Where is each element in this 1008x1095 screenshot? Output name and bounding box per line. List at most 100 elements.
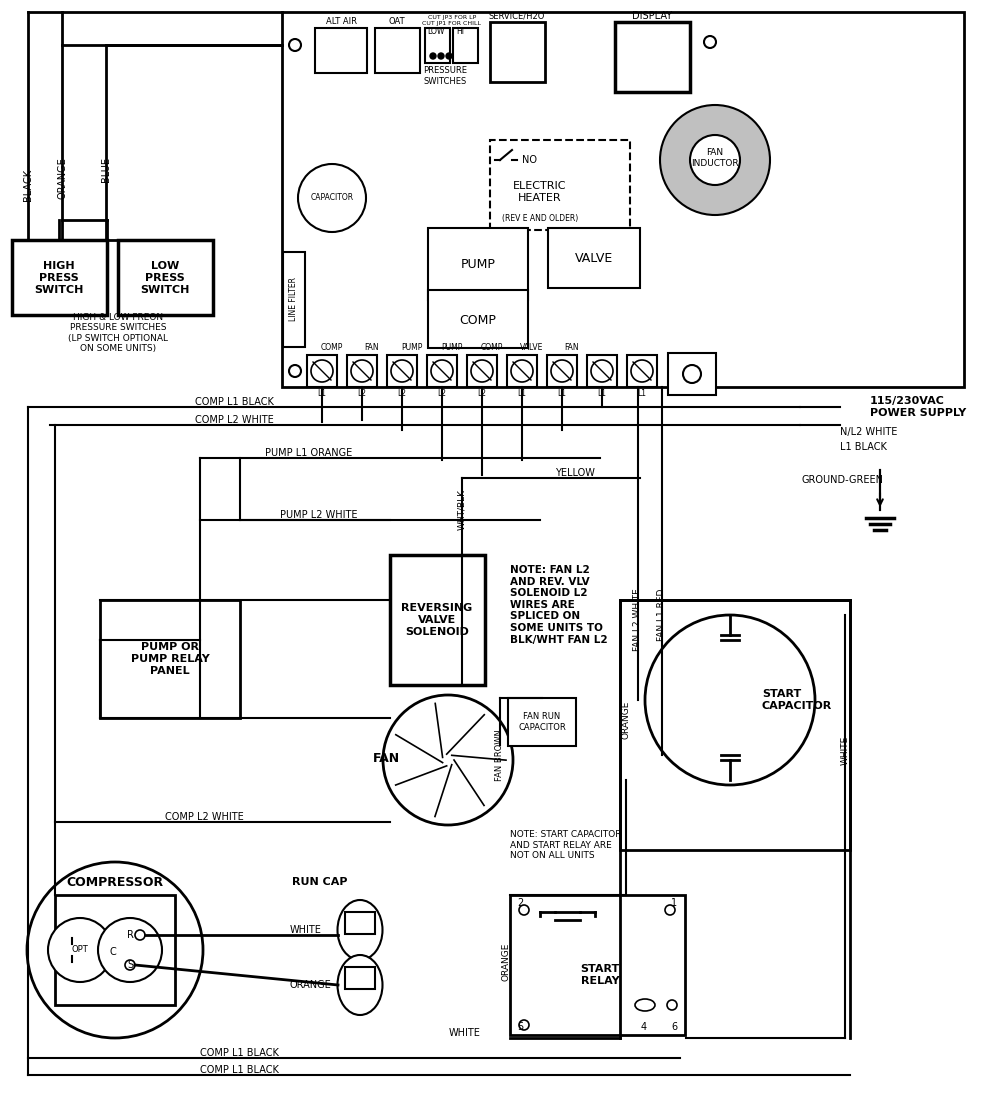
Text: REVERSING
VALVE
SOLENOID: REVERSING VALVE SOLENOID: [401, 603, 473, 636]
Text: L2: L2: [437, 389, 447, 397]
Bar: [507, 355, 537, 387]
Text: WHITE: WHITE: [449, 1028, 481, 1038]
Text: FAN RUN
CAPACITOR: FAN RUN CAPACITOR: [518, 713, 565, 731]
Ellipse shape: [635, 999, 655, 1011]
Text: 2: 2: [517, 898, 523, 908]
Text: 6: 6: [671, 1022, 677, 1031]
Text: FAN
INDUCTOR: FAN INDUCTOR: [691, 148, 739, 168]
Bar: [510, 895, 685, 1035]
Text: YELLOW: YELLOW: [555, 468, 595, 479]
Bar: [467, 355, 497, 387]
Text: PUMP L2 WHITE: PUMP L2 WHITE: [280, 510, 358, 520]
Text: 4: 4: [641, 1022, 647, 1031]
Bar: [12, 240, 107, 315]
Text: WHITE: WHITE: [841, 736, 850, 764]
Bar: [375, 28, 420, 73]
Bar: [345, 967, 375, 989]
Circle shape: [311, 360, 333, 382]
Text: VALVE: VALVE: [575, 252, 613, 265]
Bar: [55, 895, 175, 1005]
Text: L2: L2: [358, 389, 367, 397]
Bar: [548, 228, 640, 288]
Text: BLACK: BLACK: [23, 169, 33, 201]
Text: FAN: FAN: [373, 751, 400, 764]
Text: SERVICE/H2O: SERVICE/H2O: [489, 12, 545, 21]
Text: HI: HI: [456, 27, 464, 36]
Text: NOTE: FAN L2
AND REV. VLV
SOLENOID L2
WIRES ARE
SPLICED ON
SOME UNITS TO
BLK/WHT: NOTE: FAN L2 AND REV. VLV SOLENOID L2 WI…: [510, 565, 608, 645]
Bar: [587, 355, 617, 387]
Circle shape: [667, 1000, 677, 1010]
Text: (REV E AND OLDER): (REV E AND OLDER): [502, 214, 579, 222]
Text: COMP L2 WHITE: COMP L2 WHITE: [195, 415, 274, 425]
Circle shape: [289, 365, 301, 377]
Circle shape: [631, 360, 653, 382]
Bar: [100, 600, 240, 718]
Text: HIGH & LOW FREON
PRESSURE SWITCHES
(LP SWITCH OPTIONAL
ON SOME UNITS): HIGH & LOW FREON PRESSURE SWITCHES (LP S…: [68, 313, 168, 353]
Text: N/L2 WHITE: N/L2 WHITE: [840, 427, 897, 437]
Text: FAN L2 WHITE: FAN L2 WHITE: [633, 589, 642, 652]
Text: COMPRESSOR: COMPRESSOR: [67, 876, 163, 889]
Text: FAN BROWN: FAN BROWN: [496, 729, 504, 781]
Circle shape: [289, 39, 301, 51]
Circle shape: [27, 862, 203, 1038]
Text: NOTE: START CAPACITOR
AND START RELAY ARE
NOT ON ALL UNITS: NOTE: START CAPACITOR AND START RELAY AR…: [510, 830, 622, 860]
Circle shape: [446, 53, 452, 59]
Circle shape: [125, 960, 135, 970]
Text: LOW: LOW: [427, 27, 445, 36]
Text: LOW
PRESS
SWITCH: LOW PRESS SWITCH: [140, 262, 190, 295]
Text: ORANGE: ORANGE: [290, 980, 332, 990]
Bar: [428, 290, 528, 348]
Text: CUT JP1 FOR CHILL: CUT JP1 FOR CHILL: [422, 21, 482, 25]
Bar: [387, 355, 417, 387]
Text: BLUE: BLUE: [101, 158, 111, 183]
Text: ALT AIR: ALT AIR: [326, 18, 357, 26]
Bar: [668, 353, 716, 395]
Text: PUMP L1 ORANGE: PUMP L1 ORANGE: [265, 448, 352, 458]
Bar: [453, 28, 478, 64]
Text: ELECTRIC
HEATER: ELECTRIC HEATER: [513, 181, 566, 203]
Bar: [345, 912, 375, 934]
Text: L1: L1: [598, 389, 607, 397]
Circle shape: [519, 904, 529, 915]
Text: L1: L1: [517, 389, 526, 397]
Circle shape: [351, 360, 373, 382]
Circle shape: [135, 930, 145, 940]
Text: PUMP: PUMP: [401, 344, 422, 353]
Text: WHITE: WHITE: [290, 925, 322, 935]
Circle shape: [519, 1021, 529, 1030]
Text: FAN L1 RED: FAN L1 RED: [657, 589, 666, 642]
Text: COMP: COMP: [460, 313, 496, 326]
Text: PRESSURE
SWITCHES: PRESSURE SWITCHES: [423, 67, 467, 85]
Bar: [615, 22, 690, 92]
Text: PUMP: PUMP: [461, 257, 496, 270]
Circle shape: [383, 695, 513, 825]
Bar: [508, 698, 576, 746]
Circle shape: [48, 918, 112, 982]
Text: L1: L1: [318, 389, 327, 397]
Bar: [390, 555, 485, 685]
Text: L2: L2: [397, 389, 406, 397]
Circle shape: [645, 615, 815, 785]
Circle shape: [298, 164, 366, 232]
Circle shape: [98, 918, 162, 982]
Bar: [620, 600, 850, 850]
Text: START
RELAY: START RELAY: [581, 965, 620, 986]
Text: L1: L1: [637, 389, 646, 397]
Circle shape: [471, 360, 493, 382]
Ellipse shape: [338, 955, 382, 1015]
Circle shape: [660, 105, 770, 215]
Bar: [282, 12, 964, 387]
Text: START
CAPACITOR: START CAPACITOR: [762, 689, 833, 711]
Text: L1 BLACK: L1 BLACK: [840, 442, 887, 452]
Text: CAPACITOR: CAPACITOR: [310, 194, 354, 203]
Circle shape: [591, 360, 613, 382]
Bar: [347, 355, 377, 387]
Bar: [547, 355, 577, 387]
Text: L2: L2: [478, 389, 487, 397]
Circle shape: [430, 53, 436, 59]
Text: C: C: [110, 947, 116, 957]
Bar: [283, 252, 305, 347]
Text: DISPLAY: DISPLAY: [632, 11, 672, 21]
Text: NO: NO: [522, 155, 537, 165]
Text: CUT JP3 FOR LP: CUT JP3 FOR LP: [427, 14, 476, 20]
